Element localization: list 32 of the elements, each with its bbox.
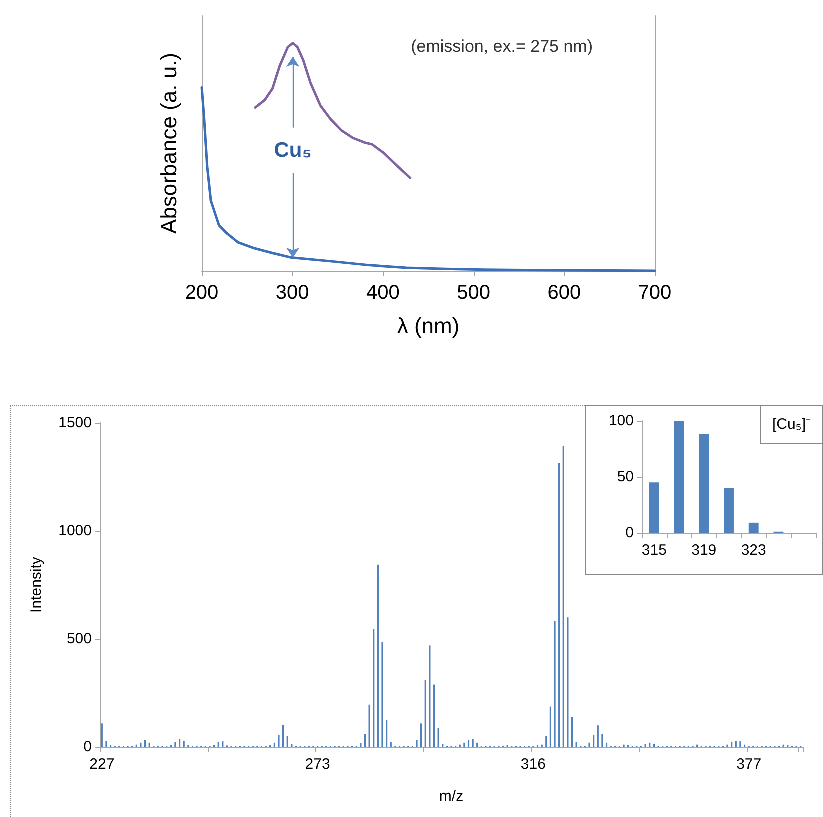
x-tick-label: 400 [366, 282, 400, 304]
bar [748, 522, 759, 533]
y-axis-title: Intensity [28, 556, 45, 613]
x-tick-label: 200 [185, 282, 219, 304]
y-tick-label: 100 [608, 412, 634, 430]
bar [724, 488, 734, 533]
x-tick-label: 300 [276, 282, 310, 304]
y-tick-label: 50 [617, 468, 634, 486]
y-tick-label: 500 [66, 630, 92, 648]
x-tick-label: 323 [741, 542, 766, 559]
bar [699, 434, 710, 533]
annotation: Cu₅ [274, 139, 312, 162]
y-tick-label: 0 [84, 738, 92, 756]
chart-title: [Cu₅]⁻ [772, 416, 812, 433]
annotation: (emission, ex.= 275 nm) [411, 37, 594, 56]
x-tick-label: 500 [457, 282, 490, 304]
x-tick-label: 319 [692, 542, 717, 559]
x-tick-label: 227 [90, 756, 115, 773]
bar [649, 482, 660, 533]
x-tick-label: 377 [736, 756, 762, 773]
x-tick-label: 600 [548, 282, 582, 304]
y-tick-label: 1500 [58, 414, 92, 432]
x-tick-label: 273 [305, 756, 330, 773]
x-axis-title: λ (nm) [397, 314, 460, 338]
x-tick-label: 700 [638, 282, 672, 304]
x-tick-label: 315 [642, 542, 667, 559]
bar [674, 421, 684, 533]
x-tick-label: 316 [520, 756, 546, 773]
x-axis-title: m/z [439, 788, 464, 805]
y-tick-label: 1000 [58, 522, 92, 540]
y-tick-label: 0 [626, 524, 634, 542]
y-axis-title: Absorbance (a. u.) [156, 53, 182, 234]
